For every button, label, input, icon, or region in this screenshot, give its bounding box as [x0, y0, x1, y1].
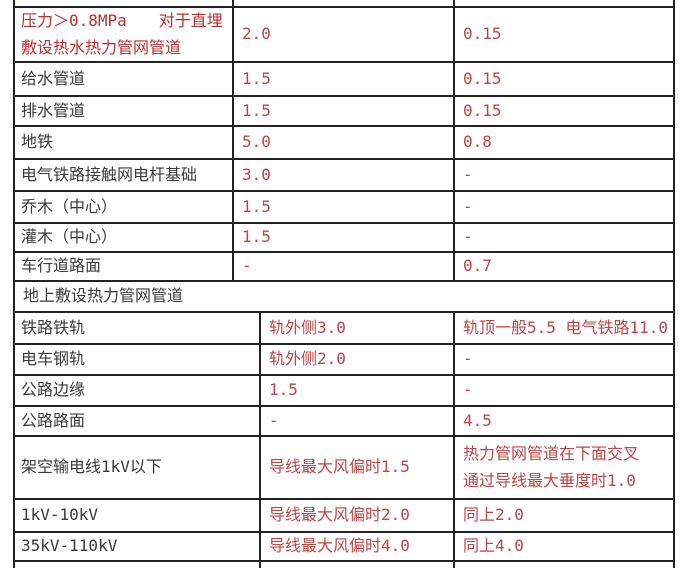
- row-label: 铁路铁轨: [15, 313, 261, 343]
- partial-cell: [261, 562, 455, 568]
- row-label: 电气铁路接触网电杆基础: [15, 160, 234, 190]
- section-header-row: 地上敷设热力管网管道: [15, 282, 673, 313]
- row-value-right: 0.15: [463, 68, 502, 88]
- row-value-mid: 导线最大风偏时4.0: [261, 533, 455, 560]
- row-label: 乔木（中心）: [15, 192, 234, 222]
- partial-cell: [234, 0, 455, 6]
- row-label: 车行道路面: [15, 253, 234, 280]
- row-value-right: 0.15: [463, 24, 502, 44]
- row-label: 压力＞0.8MPa 对于直埋 敷设热水热力管网管道: [15, 8, 234, 61]
- row-value-right: 0.7: [463, 256, 492, 276]
- row-label: 电车钢轨: [15, 345, 261, 374]
- clearance-table: 压力＞0.8MPa 对于直埋 敷设热水热力管网管道 2.0 0.15 给水管道 1.5 0…: [13, 0, 675, 568]
- section-header-label: 地上敷设热力管网管道: [23, 286, 184, 306]
- table-row: 电气铁路接触网电杆基础 3.0-: [15, 160, 673, 192]
- row-value-mid: -: [234, 253, 455, 280]
- table-row-partial-bottom: [15, 562, 673, 568]
- table-row: 35kV-110kV 导线最大风偏时4.0 同上4.0: [15, 533, 673, 562]
- row-value-right: 同上4.0: [463, 536, 524, 556]
- row-value-right: 轨顶一般5.5 电气铁路11.0: [463, 317, 669, 337]
- section-buried-pipes: 压力＞0.8MPa 对于直埋 敷设热水热力管网管道 2.0 0.15 给水管道 1.5 0…: [15, 8, 673, 282]
- row-value-mid: 轨外侧3.0: [261, 313, 455, 343]
- table-row-partial-top: [15, 0, 673, 8]
- table-row: 乔木（中心） 1.5-: [15, 192, 673, 224]
- partial-cell: [15, 562, 261, 568]
- section-above-ground-pipes: 铁路铁轨 轨外侧3.0 轨顶一般5.5 电气铁路11.0 电车钢轨 轨外侧2.0- 公路边…: [15, 313, 673, 562]
- row-value-mid: 2.0: [234, 8, 455, 61]
- row-value-mid: 1.5: [261, 376, 455, 405]
- row-label: 架空输电线1kV以下: [15, 437, 261, 498]
- row-label: 排水管道: [15, 97, 234, 125]
- table-row: 1kV-10kV 导线最大风偏时2.0 同上2.0: [15, 500, 673, 533]
- row-value-mid: 1.5: [234, 63, 455, 95]
- partial-cell: [455, 0, 673, 6]
- row-value-right: 同上2.0: [463, 505, 524, 525]
- table-row: 给水管道 1.5 0.15: [15, 63, 673, 97]
- partial-cell: [455, 562, 673, 568]
- row-value-right: 0.15: [463, 100, 502, 120]
- row-value-mid: 1.5: [234, 192, 455, 222]
- row-label: 公路路面: [15, 407, 261, 435]
- row-value-mid: -: [261, 407, 455, 435]
- table-row: 地铁 5.0 0.8: [15, 127, 673, 160]
- row-label: 给水管道: [15, 63, 234, 95]
- table-row: 电车钢轨 轨外侧2.0-: [15, 345, 673, 376]
- table-row: 灌木（中心） 1.5-: [15, 224, 673, 253]
- row-value-right: -: [463, 164, 473, 184]
- row-value-right: -: [463, 227, 473, 247]
- row-value-right: 热力管网管道在下面交叉 通过导线最大垂度时1.0: [463, 444, 640, 490]
- table-row: 公路边缘 1.5-: [15, 376, 673, 407]
- row-value-mid: 3.0: [234, 160, 455, 190]
- table-row: 车行道路面 -0.7: [15, 253, 673, 282]
- row-label: 公路边缘: [15, 376, 261, 405]
- row-value-mid: 1.5: [234, 97, 455, 125]
- row-value-mid: 轨外侧2.0: [261, 345, 455, 374]
- row-value-mid: 导线最大风偏时1.5: [261, 437, 455, 498]
- partial-cell: [15, 0, 234, 6]
- row-value-right: 0.8: [463, 132, 492, 152]
- row-value-mid: 1.5: [234, 224, 455, 251]
- row-value-mid: 5.0: [234, 127, 455, 158]
- row-label: 地铁: [15, 127, 234, 158]
- row-label: 灌木（中心）: [15, 224, 234, 251]
- row-label: 1kV-10kV: [15, 500, 261, 531]
- row-value-right: -: [463, 349, 473, 369]
- table-row: 铁路铁轨 轨外侧3.0 轨顶一般5.5 电气铁路11.0: [15, 313, 673, 345]
- row-label: 35kV-110kV: [15, 533, 261, 560]
- table-row: 排水管道 1.5 0.15: [15, 97, 673, 127]
- table-row: 架空输电线1kV以下 导线最大风偏时1.5 热力管网管道在下面交叉 通过导线最大垂度…: [15, 437, 673, 500]
- row-value-right: -: [463, 380, 473, 400]
- table-row: 压力＞0.8MPa 对于直埋 敷设热水热力管网管道 2.0 0.15: [15, 8, 673, 63]
- row-value-right: 4.5: [463, 410, 492, 430]
- row-value-right: -: [463, 196, 473, 216]
- row-value-mid: 导线最大风偏时2.0: [261, 500, 455, 531]
- table-row: 公路路面 -4.5: [15, 407, 673, 437]
